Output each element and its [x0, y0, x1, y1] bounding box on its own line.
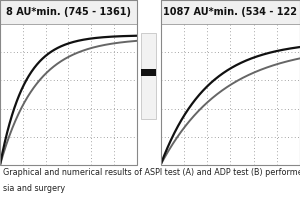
Bar [141, 69, 156, 76]
Text: 8 AU*min. (745 - 1361): 8 AU*min. (745 - 1361) [6, 7, 131, 17]
Bar [141, 33, 156, 119]
Bar [0, 0, 136, 24]
Text: Graphical and numerical results of ASPI test (A) and ADP test (B) performed befo: Graphical and numerical results of ASPI … [3, 168, 300, 177]
Bar [160, 0, 300, 24]
Text: 1087 AU*min. (534 - 122: 1087 AU*min. (534 - 122 [163, 7, 297, 17]
Text: sia and surgery: sia and surgery [3, 184, 65, 193]
